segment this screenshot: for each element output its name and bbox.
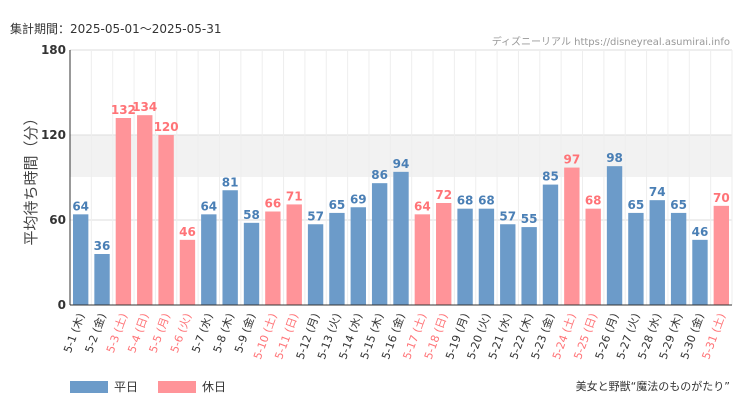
bar [201, 214, 217, 305]
data-label: 36 [94, 239, 111, 253]
bar [606, 166, 623, 305]
bar [628, 212, 644, 305]
data-label: 68 [457, 194, 474, 208]
legend-label-holiday: 休日 [202, 380, 227, 394]
data-label: 64 [414, 199, 431, 213]
bar [393, 171, 409, 305]
y-axis-ticks: 0 60 120 180 [41, 43, 66, 312]
bar [137, 115, 153, 306]
y-tick-label: 180 [41, 43, 66, 57]
legend-item-weekday: 平日 [70, 378, 138, 395]
bar [371, 183, 388, 305]
bar [222, 190, 238, 305]
bar [478, 208, 495, 305]
data-label: 55 [521, 212, 538, 226]
legend: 平日 休日 [70, 378, 226, 395]
y-axis-label: 平均待ち時間（分） [22, 110, 40, 245]
bar [521, 227, 537, 305]
legend-label-weekday: 平日 [114, 380, 139, 394]
bar [564, 167, 580, 305]
bars [72, 115, 730, 306]
data-label: 65 [628, 198, 645, 212]
data-label: 71 [286, 189, 303, 203]
data-label: 46 [692, 225, 709, 239]
bar [542, 184, 559, 305]
data-label: 65 [670, 198, 687, 212]
legend-item-holiday: 休日 [158, 378, 226, 395]
y-tick-label: 0 [58, 298, 66, 312]
bar [115, 118, 132, 305]
data-label: 64 [72, 199, 89, 213]
legend-swatch-weekday [70, 380, 108, 393]
data-label: 97 [563, 153, 580, 167]
data-label: 74 [649, 185, 666, 199]
data-label: 46 [179, 225, 196, 239]
y-tick-label: 120 [41, 128, 66, 142]
data-label: 58 [243, 208, 260, 222]
bar [179, 239, 196, 305]
bar [649, 200, 665, 305]
bar [414, 214, 431, 305]
bar [350, 207, 366, 305]
bar [307, 224, 324, 305]
data-label: 134 [132, 100, 157, 114]
period-label: 集計期間：2025-05-01〜2025-05-31 [10, 22, 222, 36]
bar [94, 254, 110, 305]
data-label: 65 [329, 198, 346, 212]
data-label: 85 [542, 170, 559, 184]
data-label: 132 [111, 103, 136, 117]
bar [265, 211, 281, 305]
bar [457, 208, 473, 305]
data-label: 69 [350, 192, 367, 206]
y-tick-label: 60 [49, 213, 66, 227]
x-axis-ticks: 5-1 (木)5-2 (金)5-3 (土)5-4 (日)5-5 (月)5-6 (… [61, 311, 728, 361]
data-label: 94 [393, 157, 410, 171]
attraction-name: 美女と野獣“魔法のものがたり” [575, 380, 730, 393]
bar [329, 212, 345, 305]
bar [692, 239, 708, 305]
data-label: 57 [499, 209, 516, 223]
data-label: 81 [222, 175, 239, 189]
bar [158, 135, 174, 305]
data-label: 66 [265, 197, 282, 211]
bar [670, 212, 687, 305]
data-label: 68 [585, 194, 602, 208]
bar [713, 205, 730, 305]
site-credit: ディズニーリアル https://disneyreal.asumirai.inf… [491, 37, 730, 48]
bar [286, 204, 302, 305]
bar [585, 208, 601, 305]
bar [436, 203, 452, 305]
data-label: 68 [478, 194, 495, 208]
bar [500, 224, 516, 305]
legend-swatch-holiday [158, 380, 197, 393]
bar [72, 214, 89, 305]
data-label: 120 [154, 120, 179, 134]
grid-lines [69, 49, 733, 305]
data-label: 64 [200, 199, 217, 213]
bar [243, 222, 260, 305]
data-label: 57 [307, 209, 324, 223]
data-label: 98 [606, 151, 623, 165]
data-label: 86 [371, 168, 388, 182]
data-label: 72 [435, 188, 452, 202]
data-label: 70 [713, 191, 730, 205]
